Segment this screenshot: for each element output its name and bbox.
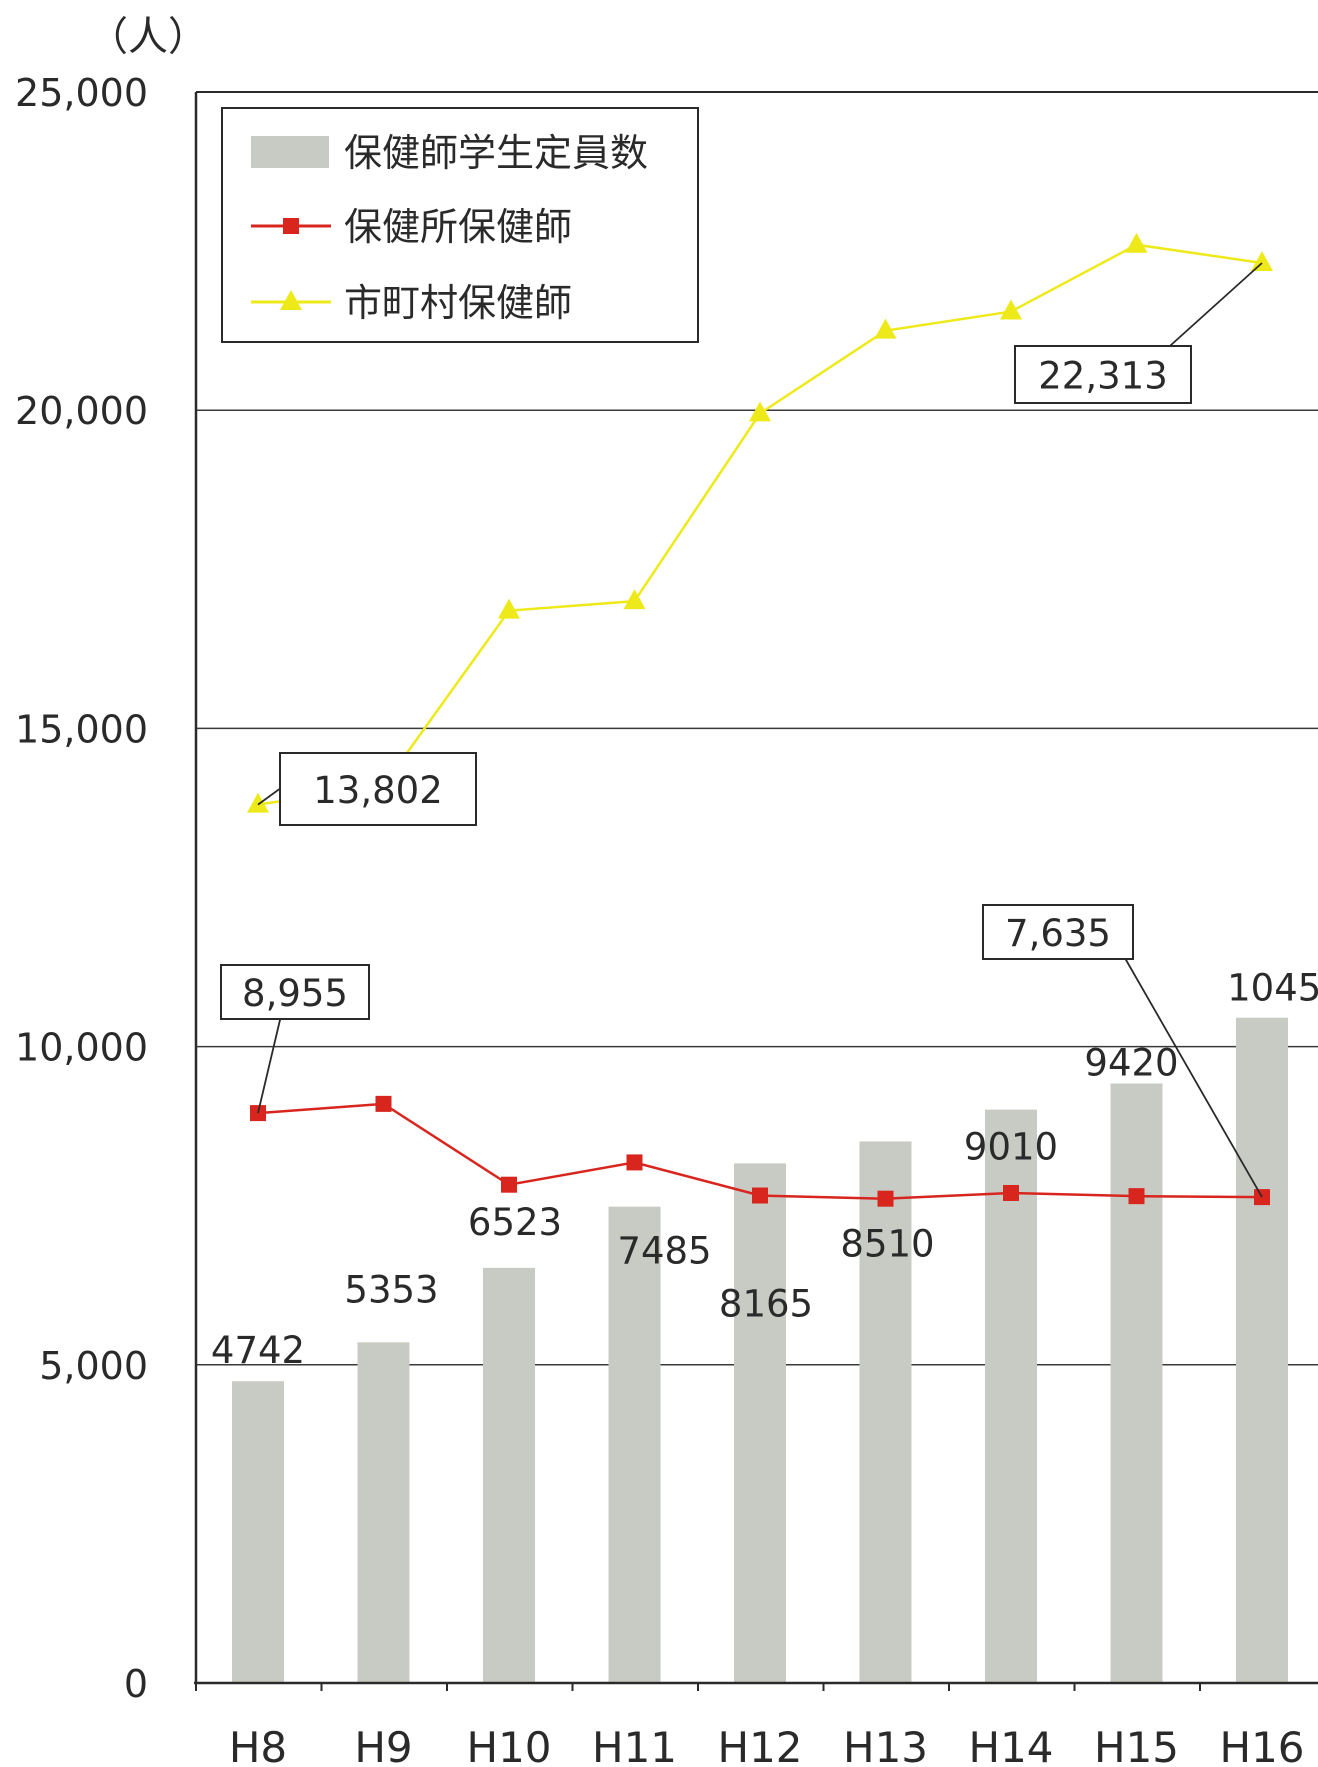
bar-data-label: 7485 — [617, 1230, 711, 1273]
triangle-marker — [498, 598, 520, 619]
bar — [734, 1163, 786, 1683]
bar-data-label: 8165 — [719, 1282, 813, 1325]
legend-swatch-marker — [280, 290, 302, 310]
bar-data-label: 8510 — [840, 1222, 934, 1265]
bar — [232, 1381, 284, 1683]
bar-data-label: 9010 — [964, 1126, 1058, 1169]
callout-leader — [257, 1018, 282, 1114]
triangle-marker — [874, 318, 897, 339]
y-tick-label: 20,000 — [15, 389, 148, 433]
x-tick-label: H12 — [717, 1723, 802, 1767]
bar — [985, 1109, 1037, 1683]
callout-label: 7,635 — [1005, 912, 1111, 955]
x-tick-label: H13 — [843, 1723, 928, 1767]
x-tick-label: H15 — [1094, 1723, 1179, 1767]
callout-label: 13,802 — [313, 769, 442, 812]
x-tick-label: H14 — [968, 1723, 1053, 1767]
square-marker — [626, 1154, 643, 1171]
bar-data-label: 4742 — [211, 1329, 305, 1372]
bar — [357, 1342, 410, 1683]
unit-label: （人） — [88, 14, 208, 60]
y-tick-label: 15,000 — [15, 707, 148, 751]
bar-data-label: 9420 — [1084, 1042, 1178, 1085]
callout-leader — [1124, 958, 1263, 1198]
triangle-marker — [749, 401, 771, 422]
bar — [1236, 1017, 1288, 1683]
legend-swatch-marker — [283, 218, 299, 234]
callout-box — [279, 752, 477, 826]
triangle-marker — [247, 792, 269, 813]
bar-data-label: 10454 — [1227, 967, 1318, 1010]
legend-label: 保健師学生定員数 — [344, 131, 648, 175]
square-marker — [501, 1176, 517, 1193]
bar — [1110, 1083, 1163, 1683]
bar — [859, 1141, 912, 1683]
triangle-marker — [1251, 251, 1273, 272]
bar — [608, 1206, 661, 1683]
callout-box — [1014, 345, 1192, 404]
square-marker — [375, 1095, 392, 1112]
legend-label: 保健所保健師 — [344, 205, 572, 249]
callout-leader — [1169, 262, 1263, 347]
bar — [483, 1267, 535, 1683]
bar-data-label: 6523 — [468, 1201, 562, 1244]
x-tick-label: H9 — [354, 1723, 412, 1767]
line-series — [247, 232, 1273, 1207]
y-tick-label: 5,000 — [39, 1344, 148, 1388]
square-marker — [752, 1187, 768, 1204]
y-tick-label: 25,000 — [15, 71, 148, 115]
legend-label: 市町村保健師 — [344, 281, 572, 325]
bar-series — [232, 1017, 1288, 1683]
callout-label: 22,313 — [1038, 355, 1167, 398]
square-marker — [877, 1190, 894, 1207]
x-tick-label: H11 — [592, 1723, 677, 1767]
triangle-marker — [1125, 232, 1148, 253]
axes: 0 5,000 10,000 15,000 20,000 25,000 H8 H9 H10 H11… — [15, 71, 1318, 1767]
callout-box — [982, 904, 1134, 960]
y-tick-label: 10,000 — [15, 1026, 148, 1070]
y-tick-label: 0 — [124, 1662, 148, 1706]
x-tick-label: H16 — [1219, 1723, 1304, 1767]
bar-data-label: 5353 — [344, 1268, 438, 1311]
triangle-marker — [623, 589, 646, 610]
square-marker — [1128, 1188, 1145, 1205]
legend-swatch-bar — [251, 136, 329, 168]
x-tick-label: H10 — [466, 1723, 551, 1767]
callout-box — [220, 964, 370, 1020]
triangle-marker — [1000, 299, 1022, 320]
square-marker — [1003, 1184, 1019, 1201]
x-tick-label: H8 — [229, 1723, 287, 1767]
callout-label: 8,955 — [242, 972, 348, 1015]
